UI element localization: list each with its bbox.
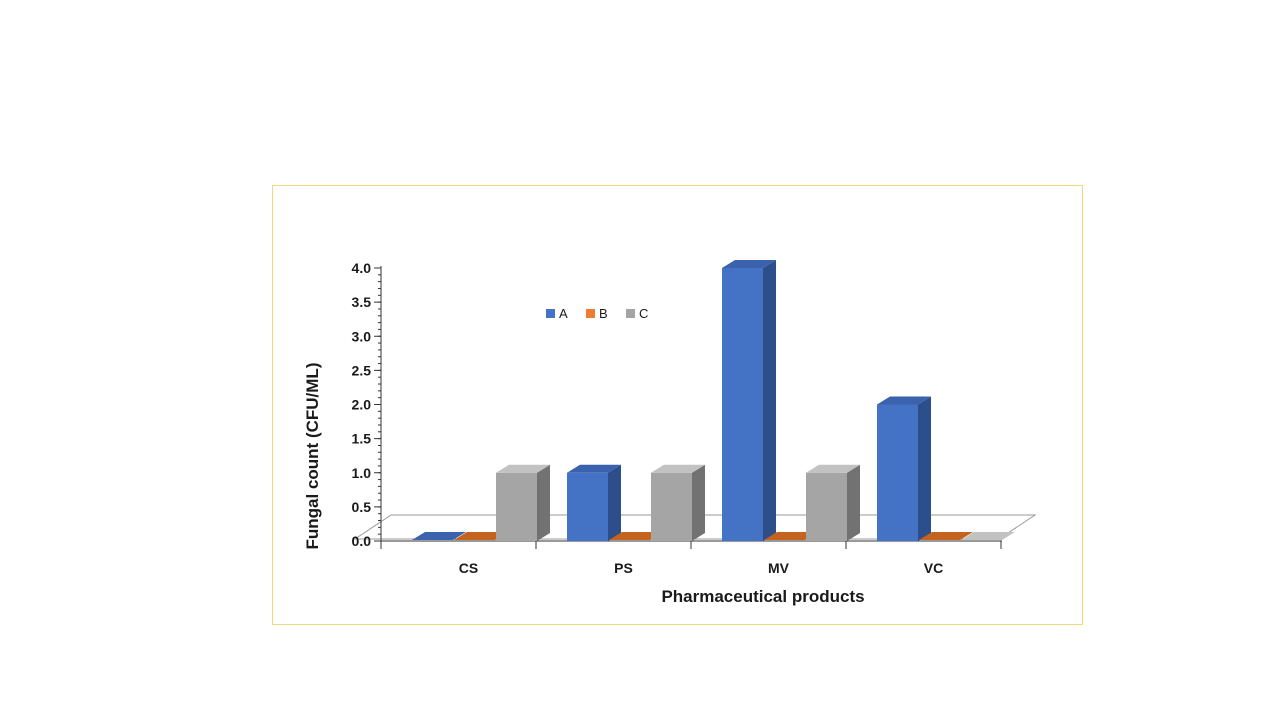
x-tick-label: VC [924, 560, 943, 576]
bar-a-cs [412, 532, 466, 540]
bar-flat [919, 532, 973, 540]
bar-flat [609, 532, 663, 540]
y-axis-title: Fungal count (CFU/ML) [303, 363, 322, 550]
y-tick-label: 1.0 [352, 465, 372, 481]
bar-a-ps [567, 464, 621, 541]
bar-front [722, 268, 763, 541]
y-tick-label: 2.0 [352, 397, 372, 413]
y-tick-label: 0.5 [352, 499, 372, 515]
bar-b-mv [764, 532, 818, 540]
y-tick-label: 3.5 [352, 294, 372, 310]
bar-side [763, 260, 776, 541]
bar-front [877, 404, 918, 541]
bar-c-cs [496, 464, 550, 541]
bar-front [567, 472, 608, 541]
chart-axes: 0.0 0.5 1.0 1.5 2.0 2.5 3.0 3.5 4.0 CS PS MV VC [352, 260, 1002, 576]
bar-side [537, 464, 550, 541]
bar-side [692, 464, 705, 541]
x-tick-label: PS [614, 560, 633, 576]
legend-swatch-c [626, 309, 635, 318]
bar-top [722, 260, 776, 268]
legend-swatch-a [546, 309, 555, 318]
bar-b-vc [919, 532, 973, 540]
y-tick-label: 0.0 [352, 533, 372, 549]
bar-side [608, 464, 621, 541]
bar-b-cs [454, 532, 508, 540]
bar-flat [961, 532, 1015, 540]
chart-legend: A B C [546, 306, 648, 321]
y-tick-label: 2.5 [352, 362, 372, 378]
x-tick-label: CS [459, 560, 478, 576]
bar-a-mv [722, 260, 776, 541]
legend-label-c: C [639, 306, 648, 321]
legend-label-b: B [599, 306, 608, 321]
bar-side [918, 396, 931, 541]
bar-top [806, 464, 860, 473]
bar-flat [454, 532, 508, 540]
y-tick-label: 4.0 [352, 260, 372, 276]
bar-a-vc [877, 396, 931, 541]
bar-c-ps [651, 464, 705, 541]
y-tick-label: 3.0 [352, 328, 372, 344]
y-tick-label: 1.5 [352, 431, 372, 447]
bar-c-vc [961, 532, 1015, 540]
bar-top [567, 464, 621, 473]
x-axis-title: Pharmaceutical products [661, 587, 864, 606]
bar-b-ps [609, 532, 663, 540]
bar-front [651, 472, 692, 541]
bar-front [806, 472, 847, 541]
bar-front [496, 472, 537, 541]
bar-top [877, 396, 931, 405]
bar-flat [764, 532, 818, 540]
legend-swatch-b [586, 309, 595, 318]
legend-label-a: A [559, 306, 568, 321]
bar-top [651, 464, 705, 473]
x-tick-label: MV [768, 560, 790, 576]
bar-side [847, 464, 860, 541]
bar-flat [412, 532, 466, 540]
bar-c-mv [806, 464, 860, 541]
bar-top [496, 464, 550, 473]
chart-bars [412, 260, 1015, 541]
